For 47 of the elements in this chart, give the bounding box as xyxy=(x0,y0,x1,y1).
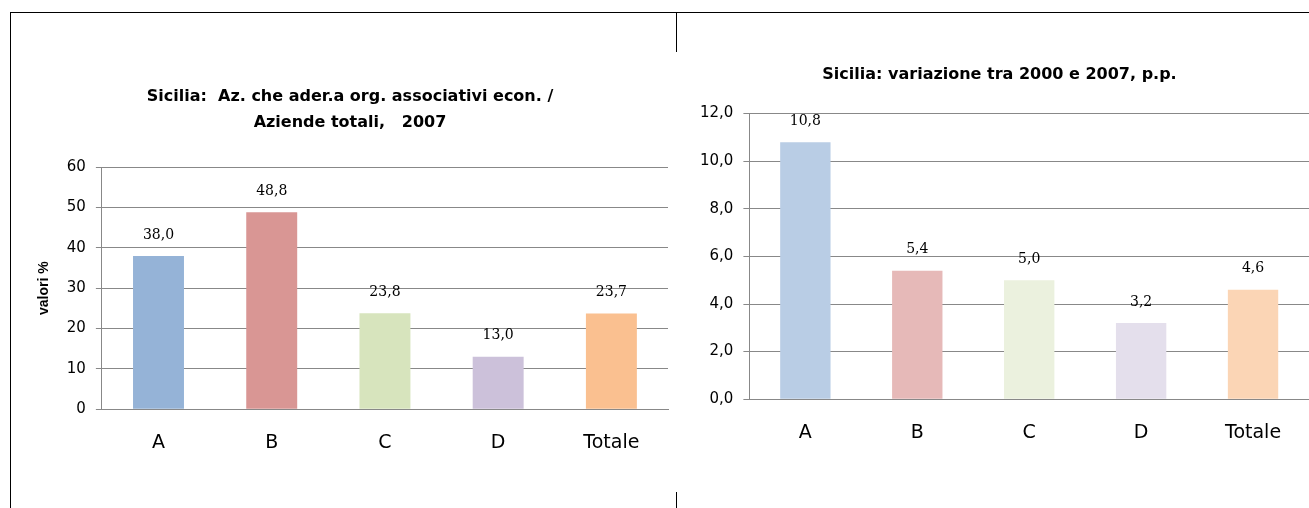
bar xyxy=(1227,289,1279,399)
y-axis-title: valori % xyxy=(35,260,52,316)
bar xyxy=(246,212,298,409)
y-tick-label: 0 xyxy=(76,399,86,418)
x-tick-label: C xyxy=(1022,419,1036,442)
data-label: 4,6 xyxy=(1241,259,1265,276)
y-tick-label: 2,0 xyxy=(709,341,734,360)
bar xyxy=(133,255,184,409)
chart-title: Sicilia: variazione tra 2000 e 2007, p.p. xyxy=(822,63,1177,83)
bar xyxy=(892,270,943,399)
bar xyxy=(780,142,831,399)
y-tick-label: 10 xyxy=(66,358,86,377)
x-tick-label: B xyxy=(910,419,924,442)
y-tick-label: 8,0 xyxy=(709,198,734,217)
chart-title: Sicilia: Az. che ader.a org. associativi econ. / Aziende totali, 2007 xyxy=(146,85,554,131)
data-label: 3,2 xyxy=(1129,292,1153,309)
y-tick-label: 4,0 xyxy=(709,293,734,312)
y-tick-label: 10,0 xyxy=(699,151,734,170)
x-tick-label: C xyxy=(378,429,392,452)
y-tick-label: 20 xyxy=(66,318,86,337)
bar xyxy=(359,313,411,409)
y-tick-label: 0,0 xyxy=(709,389,734,408)
data-label: 10,8 xyxy=(789,111,821,128)
data-label: 13,0 xyxy=(482,326,514,343)
x-tick-label: Totale xyxy=(1224,419,1282,442)
x-tick-label: A xyxy=(798,419,812,442)
data-label: 48,8 xyxy=(256,182,288,199)
data-label: 5,4 xyxy=(906,240,929,257)
y-tick-label: 50 xyxy=(66,197,86,216)
x-tick-label: D xyxy=(490,429,506,452)
x-tick-label: D xyxy=(1133,419,1149,442)
y-tick-label: 30 xyxy=(66,278,86,297)
data-label: 38,0 xyxy=(142,225,175,242)
data-label: 23,8 xyxy=(369,282,401,299)
bar xyxy=(472,356,524,409)
data-label: 23,7 xyxy=(595,283,627,300)
bar xyxy=(585,313,637,409)
data-label: 5,0 xyxy=(1018,249,1041,266)
x-tick-label: Totale xyxy=(582,429,640,452)
x-tick-label: A xyxy=(152,429,165,452)
bar xyxy=(1115,323,1167,399)
y-tick-label: 40 xyxy=(66,237,86,256)
x-tick-label: B xyxy=(265,429,279,452)
y-tick-label: 6,0 xyxy=(709,246,734,265)
y-tick-label: 12,0 xyxy=(699,103,734,122)
y-tick-label: 60 xyxy=(66,157,86,176)
bar xyxy=(1004,280,1055,399)
